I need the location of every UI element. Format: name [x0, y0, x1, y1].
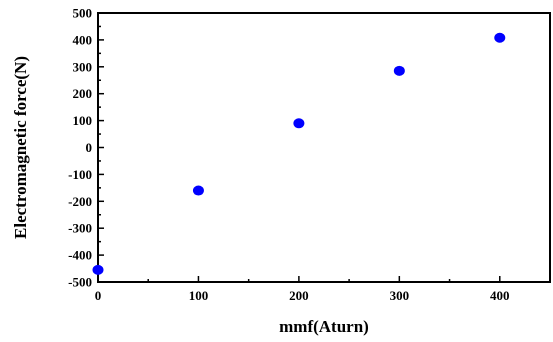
- x-tick-label: 400: [490, 288, 510, 303]
- x-tick-label: 300: [390, 288, 410, 303]
- x-axis-title: mmf(Aturn): [279, 317, 369, 336]
- ticks-layer: [97, 12, 501, 283]
- data-point: [293, 118, 305, 129]
- y-tick-label: -200: [68, 194, 92, 209]
- y-tick-label: -300: [68, 221, 92, 236]
- data-points-layer: [92, 32, 506, 275]
- data-point: [393, 65, 405, 76]
- y-tick-label: 400: [73, 32, 93, 47]
- data-point: [92, 264, 104, 275]
- x-tick-label: 200: [289, 288, 309, 303]
- y-tick-label: 300: [73, 59, 93, 74]
- x-tick-label: 0: [95, 288, 102, 303]
- y-tick-label: 100: [73, 113, 93, 128]
- x-tick-label: 100: [189, 288, 209, 303]
- plot-frame: [97, 12, 551, 283]
- y-axis-title: Electromagnetic force(N): [11, 56, 30, 239]
- data-point: [494, 32, 506, 43]
- y-tick-label: 500: [73, 6, 93, 21]
- y-tick-label: -400: [68, 248, 92, 263]
- y-tick-label: 200: [73, 86, 93, 101]
- tick-labels-layer: 0 100 200 300 400 500 400 300 200 100 0 -100 -200 -30…: [68, 6, 509, 304]
- y-tick-label: 0: [86, 140, 93, 155]
- data-point: [192, 185, 204, 196]
- y-tick-label: -500: [68, 275, 92, 290]
- y-tick-label: -100: [68, 167, 92, 182]
